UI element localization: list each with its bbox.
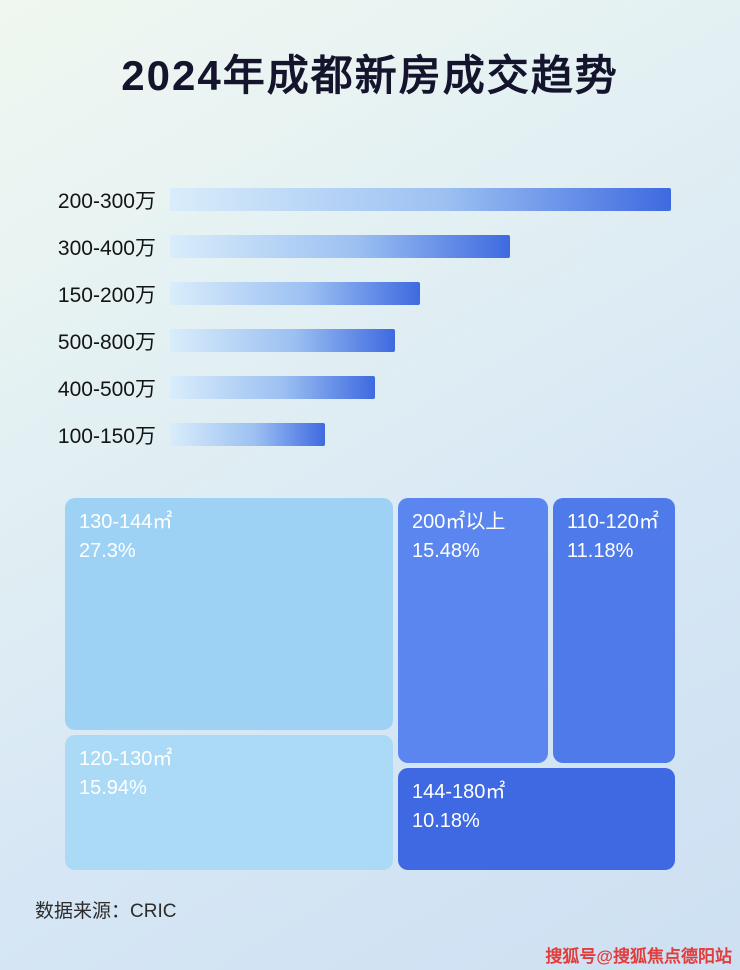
bar-track (170, 282, 686, 305)
treemap-block-110-120: 110-120㎡ 11.18% (553, 498, 675, 763)
treemap-block-144-180: 144-180㎡ 10.18% (398, 768, 675, 870)
bar-label: 150-200万 (57, 283, 156, 307)
treemap-block-200-plus: 200㎡以上 15.48% (398, 498, 548, 763)
treemap-label: 120-130㎡ (79, 748, 173, 770)
treemap-label: 200㎡以上 (412, 511, 506, 533)
treemap-value: 15.94% (79, 777, 147, 799)
bar (170, 188, 671, 211)
bar (170, 282, 421, 305)
bar-row: 500-800万 (38, 317, 686, 364)
treemap-value: 27.3% (79, 540, 136, 562)
treemap-label: 110-120㎡ (567, 511, 659, 533)
treemap-label: 130-144㎡ (79, 511, 173, 533)
treemap-value: 15.48% (412, 540, 480, 562)
bar-row: 100-150万 (38, 411, 686, 458)
bar-label: 300-400万 (57, 236, 156, 260)
bar-label: 400-500万 (57, 377, 156, 401)
bar (170, 329, 396, 352)
data-source: 数据来源：CRIC (35, 901, 177, 922)
bar-track (170, 235, 686, 258)
bar-label: 200-300万 (57, 189, 156, 213)
treemap-label: 144-180㎡ (412, 781, 506, 803)
bar-row: 400-500万 (38, 364, 686, 411)
bar-track (170, 329, 686, 352)
watermark: 搜狐号@搜狐焦点德阳站 (545, 947, 732, 966)
bar-label: 500-800万 (57, 330, 156, 354)
bar-row: 300-400万 (38, 223, 686, 270)
bar-label: 100-150万 (57, 424, 156, 448)
bar-track (170, 376, 686, 399)
treemap-value: 11.18% (567, 540, 634, 562)
bar (170, 376, 376, 399)
treemap: 130-144㎡ 27.3% 120-130㎡ 15.94% 200㎡以上 15… (65, 498, 675, 870)
bar-track (170, 188, 686, 211)
bar (170, 235, 511, 258)
page-title: 2024年成都新房成交趋势 (121, 52, 619, 99)
treemap-block-130-144: 130-144㎡ 27.3% (65, 498, 393, 730)
bar-chart: 200-300万 300-400万 150-200万 500-800万 400-500万… (38, 176, 686, 458)
bar (170, 423, 326, 446)
bar-row: 200-300万 (38, 176, 686, 223)
bar-track (170, 423, 686, 446)
treemap-value: 10.18% (412, 810, 480, 832)
bar-row: 150-200万 (38, 270, 686, 317)
treemap-block-120-130: 120-130㎡ 15.94% (65, 735, 393, 870)
